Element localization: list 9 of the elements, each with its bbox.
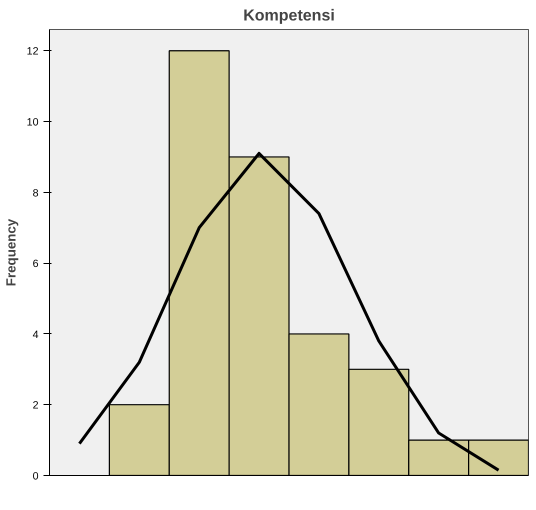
y-tick-label: 8 <box>32 187 39 200</box>
y-tick-label: 10 <box>26 116 39 129</box>
chart-title: Kompetensi <box>243 8 335 24</box>
y-tick-label: 12 <box>26 46 39 58</box>
y-axis-title: Frequency <box>4 218 19 286</box>
y-tick-label: 2 <box>32 400 39 412</box>
y-tick-label: 6 <box>32 258 39 270</box>
y-tick-label: 4 <box>32 328 39 341</box>
y-tick-label: 0 <box>32 470 39 482</box>
